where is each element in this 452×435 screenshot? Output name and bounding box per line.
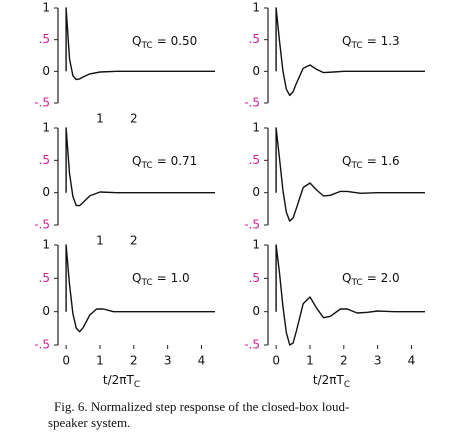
caption-line: Fig. 6. Normalized step response of the … <box>54 399 349 414</box>
y-tick-label: .5 <box>39 153 50 167</box>
y-tick-label: 1 <box>252 121 260 135</box>
y-tick-label: .5 <box>249 32 260 46</box>
response-curve <box>275 127 425 222</box>
text-part: = 2.0 <box>367 271 400 285</box>
y-tick-label: -.5 <box>244 218 260 232</box>
subscript: C <box>134 380 140 390</box>
annotation: QTC = 1.3 <box>342 34 400 51</box>
y-tick-label: -.5 <box>244 96 260 110</box>
text-part: = 1.3 <box>367 34 400 48</box>
x-tick-label: 4 <box>408 354 416 368</box>
y-tick-label: -.5 <box>34 218 50 232</box>
x-tick-label: 3 <box>164 354 172 368</box>
x-tick-label: 0 <box>62 354 70 368</box>
response-curve <box>275 7 425 97</box>
y-tick-label: 0 <box>252 64 260 78</box>
x-tick-label: 2 <box>130 234 138 248</box>
y-tick-label: -.5 <box>244 338 260 352</box>
y-tick-label: 1 <box>42 1 50 15</box>
response-curve <box>65 244 215 333</box>
x-tick-label: 1 <box>96 354 104 368</box>
y-tick-label: 0 <box>42 304 50 318</box>
y-tick-label: 0 <box>42 64 50 78</box>
text-part: t/2πT <box>103 373 135 387</box>
y-tick-label: .5 <box>39 32 50 46</box>
response-curve <box>65 7 215 81</box>
x-tick-label: 2 <box>130 354 138 368</box>
annotation: QTC = 1.0 <box>132 271 190 288</box>
y-tick-label: 0 <box>252 304 260 318</box>
x-axis-label: t/2πTC <box>103 373 140 390</box>
text-part: = 1.0 <box>157 271 190 285</box>
annotation: QTC = 0.71 <box>132 154 197 171</box>
x-tick-label: 4 <box>198 354 206 368</box>
text-part: Q <box>132 271 141 285</box>
x-tick-label: 1 <box>306 354 314 368</box>
text-part: Q <box>132 154 141 168</box>
y-tick-label: .5 <box>39 271 50 285</box>
annotation: QTC = 1.6 <box>342 154 400 171</box>
x-tick-label: 1 <box>96 234 104 248</box>
text-part: Q <box>342 154 351 168</box>
y-tick-label: .5 <box>249 153 260 167</box>
subscript: C <box>344 380 350 390</box>
x-tick-label: 0 <box>272 354 280 368</box>
subscript: TC <box>140 41 152 51</box>
caption-line: speaker system. <box>48 415 130 430</box>
subscript: TC <box>350 278 362 288</box>
y-tick-label: 1 <box>42 121 50 135</box>
text-part: = 0.71 <box>157 154 198 168</box>
text-part: Q <box>342 34 351 48</box>
subscript: TC <box>350 41 362 51</box>
y-tick-label: 1 <box>42 238 50 252</box>
x-tick-label: 2 <box>130 112 138 126</box>
text-part: = 0.50 <box>157 34 198 48</box>
text-part: Q <box>132 34 141 48</box>
response-curve <box>275 244 425 346</box>
y-tick-label: 1 <box>252 238 260 252</box>
x-tick-label: 3 <box>374 354 382 368</box>
y-tick-label: 0 <box>42 185 50 199</box>
y-tick-label: -.5 <box>34 96 50 110</box>
subscript: TC <box>140 161 152 171</box>
y-tick-label: .5 <box>249 271 260 285</box>
y-tick-label: 0 <box>252 185 260 199</box>
annotation: QTC = 0.50 <box>132 34 197 51</box>
x-tick-label: 2 <box>340 354 348 368</box>
y-tick-label: 1 <box>252 1 260 15</box>
x-axis-label: t/2πTC <box>313 373 350 390</box>
y-tick-label: -.5 <box>34 338 50 352</box>
response-curve <box>65 127 215 207</box>
subscript: TC <box>350 161 362 171</box>
text-part: Q <box>342 271 351 285</box>
annotation: QTC = 2.0 <box>342 271 400 288</box>
text-part: = 1.6 <box>367 154 400 168</box>
subscript: TC <box>140 278 152 288</box>
text-part: t/2πT <box>313 373 345 387</box>
x-tick-label: 1 <box>96 112 104 126</box>
